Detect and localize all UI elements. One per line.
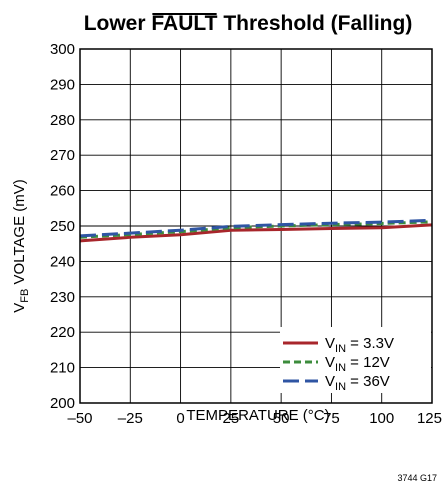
chart-title-suffix: Threshold (Falling) — [217, 12, 412, 35]
plot-frame — [79, 48, 433, 404]
x-tick-label: –25 — [118, 410, 143, 427]
y-tick-label: 230 — [50, 289, 75, 306]
legend-label: VIN = 36V — [325, 373, 390, 393]
x-tick-label: –50 — [67, 410, 92, 427]
y-tick-label: 270 — [50, 147, 75, 164]
x-tick-label: 125 — [417, 410, 442, 427]
y-tick-label: 300 — [50, 41, 75, 58]
x-tick-label: 75 — [323, 410, 340, 427]
x-tick-labels: –50 –25 0 25 50 75 100 125 — [67, 410, 442, 427]
figure-id: 3744 G17 — [397, 473, 437, 483]
x-tick-label: 50 — [273, 410, 290, 427]
x-axis-label: TEMPERATURE (°C) — [186, 407, 329, 424]
y-tick-label: 250 — [50, 218, 75, 235]
y-tick-label: 260 — [50, 183, 75, 200]
y-axis-label-sub: FB — [19, 289, 31, 303]
legend-label: VIN = 3.3V — [325, 335, 394, 355]
chart-title-prefix: Lower — [84, 12, 152, 35]
y-axis-label-suffix: VOLTAGE (mV) — [11, 179, 28, 288]
legend-label: VIN = 12V — [325, 354, 390, 374]
x-tick-label: 25 — [223, 410, 240, 427]
x-tick-label: 0 — [176, 410, 184, 427]
y-axis-label: VFB VOLTAGE (mV) — [11, 179, 31, 313]
series-line — [79, 223, 433, 243]
y-tick-label: 200 — [50, 395, 75, 412]
y-tick-label: 280 — [50, 112, 75, 129]
y-tick-label: 210 — [50, 360, 75, 377]
y-tick-label: 220 — [50, 324, 75, 341]
y-axis-label-prefix: V — [11, 303, 28, 313]
chart-title: Lower FAULT Threshold (Falling) — [84, 12, 413, 35]
series-layer — [79, 218, 433, 243]
y-tick-label: 240 — [50, 253, 75, 270]
series-line — [79, 218, 433, 238]
y-tick-label: 290 — [50, 76, 75, 93]
chart-title-fault: FAULT — [151, 12, 217, 35]
x-tick-label: 100 — [369, 410, 394, 427]
y-tick-labels: 200 210 220 230 240 250 260 270 280 290 300 — [50, 41, 75, 412]
